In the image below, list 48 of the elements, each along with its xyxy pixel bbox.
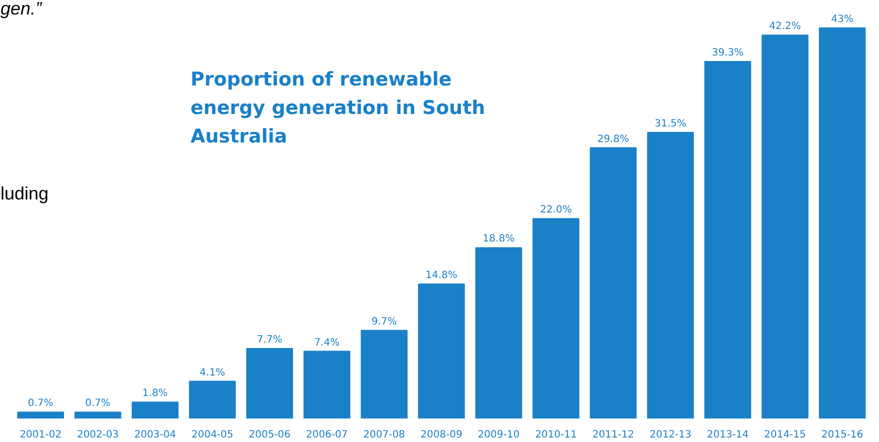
- data-label: 42.2%: [769, 21, 801, 32]
- x-tick-label: 2011-12: [592, 430, 634, 440]
- bar: [304, 350, 350, 418]
- x-tick-label: 2004-05: [191, 430, 234, 440]
- data-label: 9.7%: [371, 316, 397, 328]
- data-label: 18.8%: [482, 234, 515, 245]
- x-tick-label: 2005-06: [248, 430, 291, 440]
- x-tick-label: 2015-16: [821, 430, 864, 440]
- bar: [17, 412, 64, 418]
- data-label: 22.0%: [540, 204, 572, 216]
- x-tick-label: 2010-11: [535, 430, 577, 440]
- bar: [132, 402, 179, 418]
- bar: [704, 60, 752, 418]
- bar: [418, 284, 465, 418]
- annotation: luding: [0, 184, 49, 204]
- data-label: 7.7%: [256, 334, 282, 346]
- x-tick-label: 2012-13: [650, 430, 692, 440]
- data-label: 29.8%: [597, 134, 630, 145]
- bar: [647, 132, 694, 418]
- x-tick-label: 2006-07: [306, 430, 348, 440]
- x-tick-label: 2001-02: [20, 430, 62, 440]
- bar: [818, 27, 866, 418]
- text: Proportion of renewable energy generation in South Australia: [190, 68, 486, 148]
- bar: [532, 218, 580, 418]
- x-tick-label: 2014-15: [764, 430, 806, 440]
- data-label: 4.1%: [200, 367, 226, 378]
- data-label: 39.3%: [712, 47, 744, 58]
- data-label: 43%: [831, 14, 854, 25]
- bar: [188, 380, 236, 418]
- x-tick-label: 2007-08: [363, 430, 406, 440]
- x-tick-label: 2003-04: [134, 430, 176, 440]
- data-label: 14.8%: [426, 270, 458, 282]
- data-label: 0.7%: [85, 398, 111, 410]
- x-tick-label: 2002-03: [76, 430, 119, 440]
- bar: [360, 330, 408, 418]
- data-label: 0.7%: [28, 398, 54, 410]
- text: gen.”: [0, 0, 43, 18]
- data-label: 1.8%: [142, 388, 168, 400]
- x-tick-label: 2013-14: [706, 430, 749, 440]
- bar: [762, 34, 808, 418]
- x-tick-label: 2008-09: [420, 430, 462, 440]
- data-label: 7.4%: [314, 337, 340, 348]
- x-tick-label: 2009-10: [478, 430, 520, 440]
- bar: [246, 348, 294, 418]
- bar: [74, 412, 122, 418]
- bar: [475, 247, 522, 418]
- data-label: 31.5%: [654, 118, 686, 130]
- bar: [590, 147, 637, 418]
